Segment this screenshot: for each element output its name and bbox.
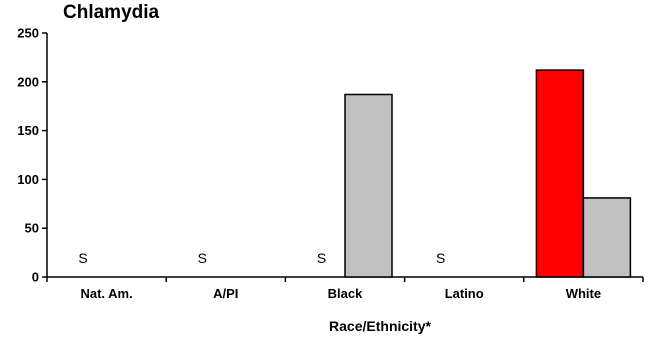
x-tick-label: White — [566, 286, 601, 301]
y-tick-label: 200 — [17, 74, 39, 89]
bar-gray-black — [344, 93, 393, 278]
suppressed-marker: S — [436, 250, 445, 266]
x-tick-label: Latino — [445, 286, 484, 301]
suppressed-marker: S — [198, 250, 207, 266]
x-tick-label: Nat. Am. — [80, 286, 132, 301]
x-axis-label: Race/Ethnicity* — [329, 318, 431, 334]
x-tick-label: Black — [328, 286, 363, 301]
suppressed-marker: S — [317, 250, 326, 266]
y-tick-label: 100 — [17, 172, 39, 187]
y-tick-label: 150 — [17, 123, 39, 138]
labels: Nat. Am. A/PI Black Latino White Race/Ethnici… — [78, 250, 601, 334]
bar-gray-white — [582, 197, 632, 278]
y-tick-label: 0 — [32, 270, 39, 285]
bar-red-white — [535, 69, 585, 278]
y-tick-label: 50 — [25, 221, 39, 236]
chart-title: Chlamydia — [63, 2, 160, 23]
suppressed-marker: S — [78, 250, 87, 266]
y-tick-label: 250 — [17, 26, 39, 41]
bars — [344, 69, 632, 278]
x-tick-label: A/PI — [213, 286, 238, 301]
